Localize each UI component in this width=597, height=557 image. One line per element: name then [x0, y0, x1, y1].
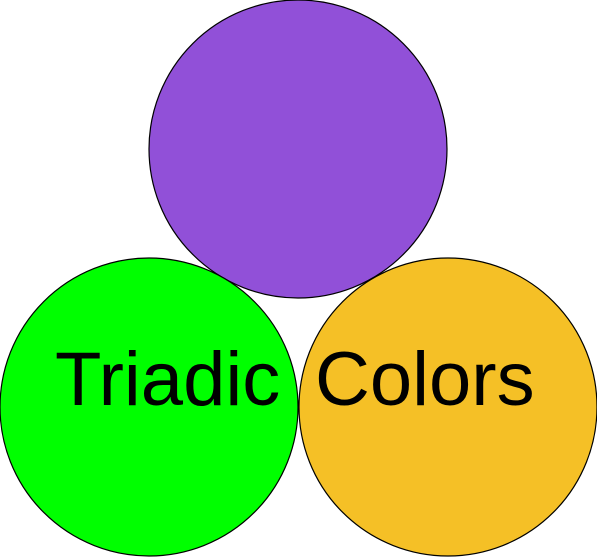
green-circle	[0, 257, 299, 557]
gold-circle	[298, 257, 597, 557]
caption-word-triadic: Triadic	[55, 337, 280, 422]
purple-circle	[148, 0, 448, 299]
caption-word-colors: Colors	[315, 337, 535, 422]
